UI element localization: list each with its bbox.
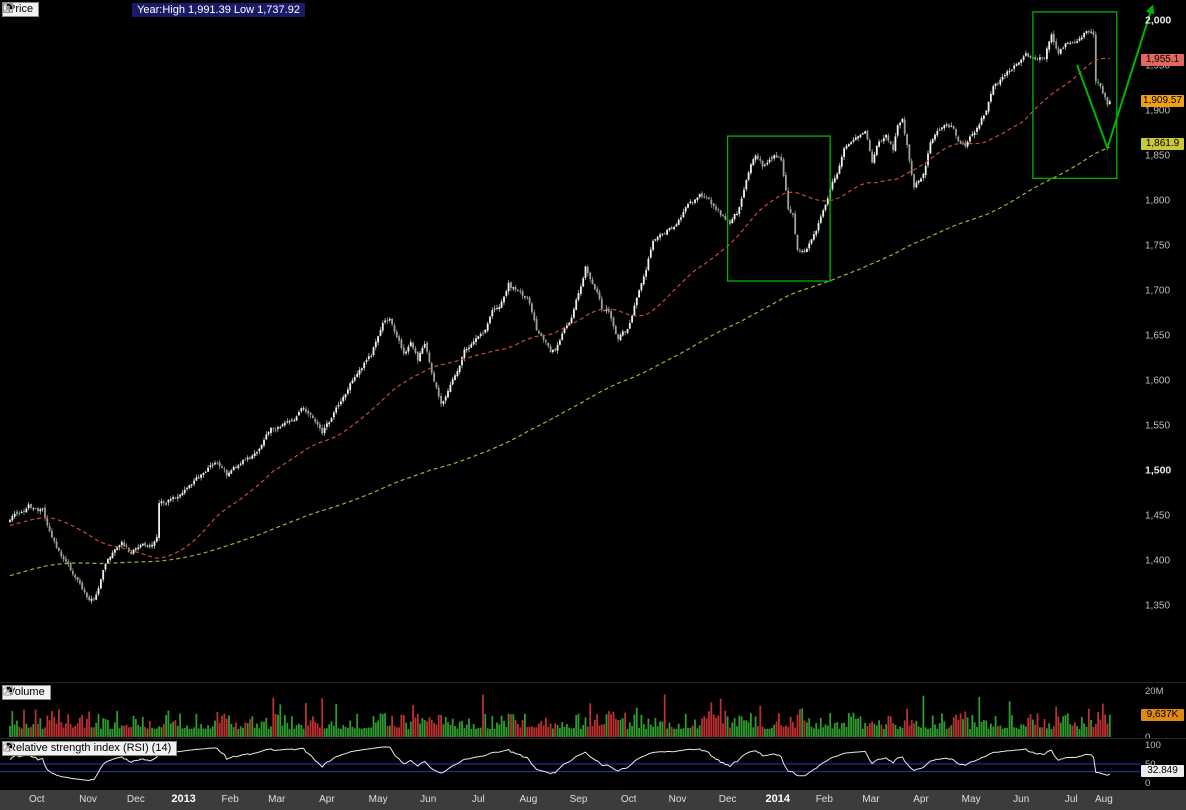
month-label: Oct	[29, 794, 45, 805]
month-label: Jul	[471, 794, 485, 805]
month-label: Dec	[718, 794, 737, 805]
wrench-icon[interactable]	[3, 741, 194, 755]
rsi-tick-label: 50	[1145, 759, 1156, 770]
rsi-panel-header: Relative strength index (RSI) (14)	[2, 741, 228, 756]
month-label: Sep	[569, 794, 588, 805]
volume-tick-label: 20M	[1145, 686, 1164, 697]
windows-icon[interactable]	[3, 686, 85, 699]
month-label: Dec	[126, 794, 145, 805]
rsi-panel: 100 50 0 Relative strength index (RSI) (14…	[0, 738, 1186, 791]
month-label: Oct	[620, 794, 637, 805]
windows-icon[interactable]	[3, 742, 211, 755]
price-tick-label: 1,500	[1145, 465, 1171, 477]
wrench-icon[interactable]	[3, 2, 56, 16]
volume-value-badge: 9,637K	[1141, 709, 1184, 721]
month-label: Mar	[862, 794, 880, 805]
price-tick-label: 1,400	[1145, 556, 1170, 567]
month-label: May	[961, 794, 981, 805]
price-tick-label: 1,550	[1145, 421, 1170, 432]
close-icon[interactable]	[2, 685, 102, 699]
candlestick-series	[9, 28, 1111, 604]
month-label: Nov	[79, 794, 97, 805]
close-icon[interactable]	[2, 2, 90, 16]
price-tick-label: 1,650	[1145, 331, 1170, 342]
price-tick-label: 1,350	[1145, 601, 1170, 612]
price-tick-label: 1,850	[1145, 151, 1170, 162]
month-label: Nov	[668, 794, 687, 805]
volume-tick-label: 0	[1145, 732, 1150, 739]
ma-fast-value-badge: 1,955.1	[1141, 54, 1184, 66]
price-panel: 2,000 1,950 1,900 1,850 1,800 1,750 1,700 1,650…	[0, 0, 1186, 682]
month-label: Apr	[319, 794, 335, 805]
annotation-box	[1032, 11, 1118, 180]
price-tick-label: 1,700	[1145, 286, 1170, 297]
panel-arrow-down-icon[interactable]	[3, 3, 107, 16]
volume-chart-canvas[interactable]: 20M 0	[0, 683, 1186, 739]
rsi-tick-label: 0	[1145, 778, 1150, 789]
close-icon[interactable]	[2, 741, 228, 755]
time-axis[interactable]: Oct Nov Dec 2013 Feb Mar Apr May Jun Jul Aug Sep Oct…	[0, 790, 1186, 810]
last-price-badge: 1,909.57	[1141, 95, 1184, 107]
price-tick-label: 1,600	[1145, 376, 1170, 387]
rsi-line	[9, 746, 1111, 781]
price-tick-label: 1,800	[1145, 196, 1170, 207]
price-chart-canvas[interactable]: 2,000 1,950 1,900 1,850 1,800 1,750 1,700 1,650…	[0, 0, 1186, 682]
month-label: Aug	[1095, 794, 1113, 805]
volume-panel-label: Volume	[2, 685, 51, 700]
year-label: 2013	[171, 793, 196, 805]
rsi-panel-label: Relative strength index (RSI) (14)	[2, 741, 178, 756]
price-tick-label: 1,450	[1145, 511, 1170, 522]
sma-200-line	[9, 146, 1111, 577]
volume-panel-header: Volume	[2, 685, 102, 700]
volume-panel: 20M 0 Volume 9,637K	[0, 682, 1186, 739]
windows-icon[interactable]	[3, 3, 73, 16]
volume-bars	[9, 694, 1111, 737]
month-label: Jun	[420, 794, 437, 805]
wrench-icon[interactable]	[3, 685, 68, 699]
month-label: Apr	[913, 794, 929, 805]
price-tick-label: 1,750	[1145, 241, 1170, 252]
annotation-box	[726, 135, 831, 282]
rsi-value-badge: 32.849	[1141, 765, 1184, 777]
month-label: Feb	[815, 794, 833, 805]
rsi-tick-label: 100	[1145, 740, 1161, 751]
price-tick-label: 2,000	[1145, 15, 1171, 27]
year-label: 2014	[765, 793, 790, 805]
rsi-chart-canvas[interactable]: 100 50 0	[0, 739, 1186, 791]
month-label: May	[368, 794, 388, 805]
price-panel-header: Price Year:High 1,991.39 Low 1,737.92	[2, 2, 305, 17]
price-tick-label: 1,950	[1145, 61, 1170, 72]
ma-slow-value-badge: 1,861.9	[1141, 138, 1184, 150]
price-tick-label: 1,900	[1145, 106, 1170, 117]
month-label: Mar	[268, 794, 286, 805]
sma-50-line	[9, 57, 1110, 559]
panel-arrow-up-icon[interactable]	[3, 3, 124, 16]
month-label: Aug	[519, 794, 538, 805]
trend-arrow	[1076, 4, 1155, 151]
month-label: Feb	[221, 794, 239, 805]
month-label: Jul	[1064, 794, 1078, 805]
month-label: Jun	[1013, 794, 1030, 805]
price-axis: 2,000 1,950 1,900 1,850 1,800 1,750 1,700 1,650…	[1145, 15, 1171, 612]
year-high-low-stats: Year:High 1,991.39 Low 1,737.92	[132, 2, 305, 17]
